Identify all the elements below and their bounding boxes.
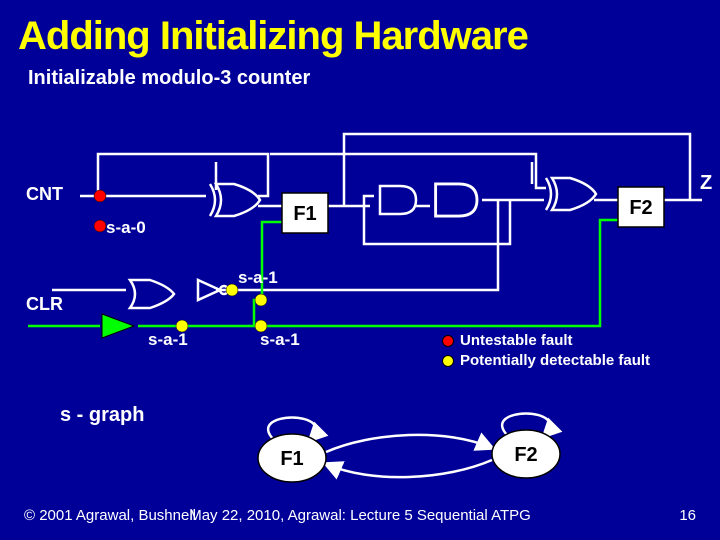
label-sa1-a: s-a-1 (238, 268, 278, 288)
svg-text:F1: F1 (293, 203, 316, 225)
legend-potential: Potentially detectable fault (442, 352, 650, 369)
dot-icon (442, 335, 454, 347)
circuit-diagram: F1 F2 F1 F2 (0, 0, 720, 540)
dot-icon (442, 355, 454, 367)
svg-text:F1: F1 (280, 448, 303, 470)
footer-center: May 22, 2010, Agrawal: Lecture 5 Sequent… (189, 507, 531, 524)
legend-untestable: Untestable fault (442, 332, 573, 349)
label-cnt: CNT (26, 184, 63, 205)
label-z: Z (700, 172, 712, 195)
label-sgraph: s - graph (60, 404, 144, 427)
footer-right: 16 (679, 507, 696, 524)
label-sa1-b: s-a-1 (148, 330, 188, 350)
label-sa0: s-a-0 (106, 218, 146, 238)
svg-text:F2: F2 (629, 197, 652, 219)
label-sa1-c: s-a-1 (260, 330, 300, 350)
svg-text:F2: F2 (514, 444, 537, 466)
label-clr: CLR (26, 294, 63, 315)
footer-left: © 2001 Agrawal, Bushnell (24, 507, 196, 524)
